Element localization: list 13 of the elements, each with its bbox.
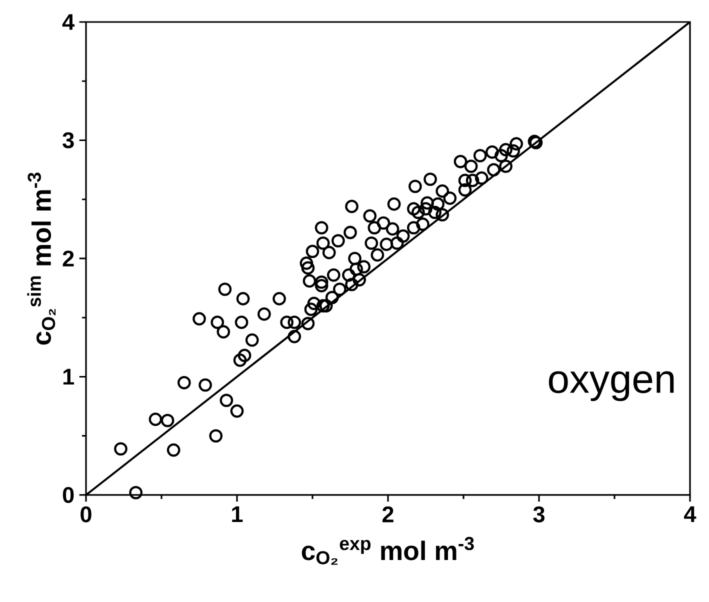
x-axis-title: c$_{O₂}$$^{exp}$ mol m$^{-3}$ [302,536,474,565]
annotation: oxygen [548,371,674,402]
y-tick-label: 3 [62,132,74,148]
y-tick-label: 2 [62,250,74,266]
x-tick-label: 2 [382,506,394,522]
y-tick-label: 1 [63,368,74,385]
y-tick-label: 0 [62,486,74,504]
x-tick-label: 4 [684,506,696,522]
x-tick-label: 0 [80,506,92,522]
y-tick-label: 4 [62,14,75,30]
x-tick-label: 3 [533,506,544,522]
y-axis-title: c$_{O₂}$$^{sim}$ mol m$^{-3}$ [27,172,56,345]
x-tick-label: 1 [232,506,243,522]
